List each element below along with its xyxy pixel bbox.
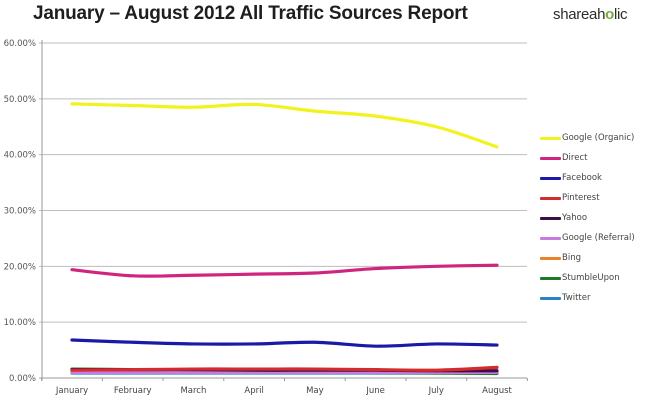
- legend-item: Pinterest: [540, 188, 635, 208]
- series-line-direct: [70, 263, 499, 278]
- y-tick-label: 30.00%: [4, 207, 36, 217]
- legend-label: StumbleUpon: [562, 273, 620, 283]
- y-tick-label: 20.00%: [4, 262, 36, 272]
- y-tick-label: 50.00%: [4, 95, 36, 105]
- legend-item: Bing: [540, 248, 635, 268]
- legend-item: Yahoo: [540, 208, 635, 228]
- series-lines: [70, 102, 499, 376]
- legend-label: Google (Organic): [562, 133, 635, 143]
- legend-swatch-icon: [540, 156, 561, 160]
- legend-swatch-icon: [540, 256, 561, 260]
- y-tick-label: 0.00%: [9, 374, 36, 384]
- series-line-google-organic: [70, 102, 499, 149]
- y-axis: 0.00% 10.00% 20.00% 30.00% 40.00% 50.00% 60.00…: [4, 39, 43, 384]
- x-tick-label: January: [55, 386, 88, 396]
- logo-text-right: lic: [613, 6, 628, 23]
- logo-text-left: shareah: [553, 6, 606, 23]
- legend-label: Yahoo: [562, 213, 588, 223]
- legend-label: Pinterest: [562, 193, 600, 203]
- y-tick-label: 60.00%: [4, 39, 36, 49]
- x-tick-label: March: [180, 386, 206, 396]
- legend-item: Facebook: [540, 168, 635, 188]
- series-line-facebook: [70, 338, 499, 348]
- chart-legend: Google (Organic) Direct Facebook Pinterest Y…: [540, 128, 635, 308]
- legend-item: Twitter: [540, 288, 635, 308]
- legend-swatch-icon: [540, 136, 561, 140]
- legend-swatch-icon: [540, 296, 561, 300]
- legend-swatch-icon: [540, 176, 561, 180]
- gridlines: [39, 42, 527, 379]
- legend-swatch-icon: [540, 216, 561, 220]
- legend-item: Google (Organic): [540, 128, 635, 148]
- legend-label: Google (Referral): [562, 233, 635, 243]
- y-tick-label: 40.00%: [4, 151, 36, 161]
- x-tick-label: February: [114, 386, 152, 396]
- x-tick-label: May: [306, 386, 324, 396]
- series-line-pinterest: [70, 365, 499, 372]
- leaf-icon: o: [605, 6, 614, 23]
- legend-label: Direct: [562, 153, 588, 163]
- chart-title: January – August 2012 All Traffic Source…: [33, 3, 468, 24]
- legend-swatch-icon: [540, 236, 561, 240]
- shareaholic-logo: shareaholic: [553, 6, 628, 23]
- legend-item: StumbleUpon: [540, 268, 635, 288]
- legend-label: Facebook: [562, 173, 602, 183]
- x-tick-label: June: [365, 386, 385, 396]
- legend-item: Direct: [540, 148, 635, 168]
- y-tick-label: 10.00%: [4, 318, 36, 328]
- legend-swatch-icon: [540, 276, 561, 280]
- legend-item: Google (Referral): [540, 228, 635, 248]
- legend-label: Twitter: [562, 293, 591, 303]
- x-tick-label: July: [428, 386, 444, 396]
- x-axis: January February March April May June July Augu…: [39, 377, 528, 396]
- legend-label: Bing: [562, 253, 581, 263]
- x-tick-label: August: [482, 386, 512, 396]
- x-tick-label: April: [244, 386, 263, 396]
- legend-swatch-icon: [540, 196, 561, 200]
